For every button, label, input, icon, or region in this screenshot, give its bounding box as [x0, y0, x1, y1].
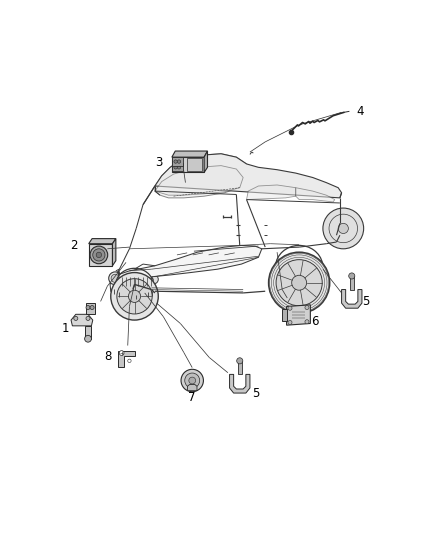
Circle shape [90, 246, 108, 264]
Circle shape [237, 358, 243, 364]
Circle shape [93, 249, 105, 261]
Circle shape [117, 279, 152, 314]
Polygon shape [86, 303, 95, 314]
Circle shape [305, 305, 309, 310]
Circle shape [90, 305, 94, 310]
Circle shape [149, 275, 158, 284]
Circle shape [189, 377, 196, 384]
Polygon shape [155, 154, 250, 198]
Circle shape [185, 373, 200, 388]
Circle shape [338, 223, 348, 233]
Circle shape [181, 369, 203, 392]
Polygon shape [119, 245, 262, 288]
Polygon shape [230, 374, 250, 393]
Circle shape [74, 317, 78, 320]
Polygon shape [118, 351, 135, 367]
Circle shape [109, 272, 122, 285]
Circle shape [174, 160, 177, 163]
Polygon shape [119, 277, 153, 286]
Polygon shape [286, 305, 311, 325]
Polygon shape [155, 154, 342, 198]
Polygon shape [88, 244, 113, 266]
Circle shape [177, 160, 181, 163]
Circle shape [292, 275, 307, 290]
Polygon shape [187, 385, 197, 391]
Circle shape [288, 306, 292, 310]
Bar [350, 276, 354, 289]
Circle shape [96, 252, 102, 257]
Polygon shape [172, 163, 183, 172]
Text: 3: 3 [155, 156, 163, 169]
Circle shape [128, 290, 141, 302]
Text: 6: 6 [311, 316, 318, 328]
Polygon shape [71, 314, 93, 326]
Circle shape [174, 166, 177, 169]
Text: 5: 5 [252, 386, 260, 400]
Text: 8: 8 [104, 350, 112, 363]
Polygon shape [187, 158, 202, 172]
Polygon shape [85, 326, 92, 339]
Circle shape [268, 252, 330, 313]
Circle shape [305, 320, 309, 324]
Text: 4: 4 [357, 105, 364, 118]
Circle shape [86, 317, 90, 320]
Text: 1: 1 [62, 322, 69, 335]
Polygon shape [247, 185, 296, 199]
Polygon shape [155, 166, 243, 195]
Polygon shape [342, 289, 362, 308]
Polygon shape [172, 157, 183, 166]
Circle shape [276, 260, 322, 306]
Polygon shape [204, 151, 208, 172]
Circle shape [323, 208, 364, 249]
Polygon shape [296, 188, 335, 202]
Circle shape [119, 351, 124, 356]
Polygon shape [113, 239, 116, 266]
Circle shape [86, 305, 90, 310]
Text: 7: 7 [188, 391, 196, 404]
Text: 5: 5 [362, 295, 370, 308]
Circle shape [349, 273, 355, 279]
Circle shape [128, 359, 131, 362]
Polygon shape [172, 151, 208, 157]
Polygon shape [88, 239, 116, 244]
Polygon shape [172, 157, 204, 172]
Bar [238, 361, 242, 374]
Polygon shape [282, 309, 286, 321]
Text: 2: 2 [71, 239, 78, 252]
Circle shape [111, 272, 158, 320]
Circle shape [111, 274, 119, 282]
Circle shape [85, 335, 92, 342]
Circle shape [288, 320, 292, 325]
Circle shape [177, 166, 181, 169]
